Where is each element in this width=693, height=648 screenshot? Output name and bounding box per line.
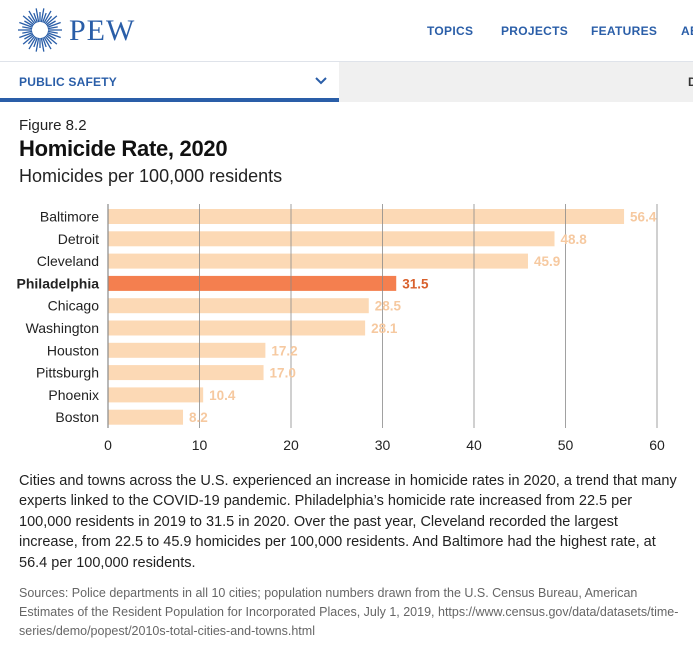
category-label: Cleveland [37, 253, 99, 269]
value-label: 48.8 [561, 232, 588, 247]
sunburst-ray [33, 12, 38, 23]
x-tick-label: 40 [466, 437, 482, 453]
sunburst-ray [22, 15, 35, 26]
value-label: 45.9 [534, 254, 560, 269]
sunburst-ray [43, 36, 52, 50]
x-tick-label: 20 [283, 437, 299, 453]
homicide-bar-chart: Baltimore 56.4 Detroit 48.8 Cleveland 45.9 Phi… [17, 204, 665, 453]
pew-logo[interactable]: PEW [16, 6, 135, 54]
sunburst-ray [47, 21, 61, 28]
section-dropdown[interactable]: PUBLIC SAFETY [0, 62, 339, 102]
x-tick-label: 0 [104, 437, 112, 453]
value-label: 17.2 [271, 343, 297, 358]
bar [108, 342, 266, 358]
value-label: 17.0 [270, 366, 296, 381]
chart-title: Homicide Rate, 2020 [19, 136, 228, 161]
logo-text: PEW [69, 14, 136, 47]
section-bar: PUBLIC SAFETY D [0, 62, 693, 102]
sunburst-ray [27, 15, 36, 25]
sunburst-ray [40, 37, 45, 52]
sunburst-ray [33, 37, 38, 48]
bar [108, 209, 625, 224]
nav-about[interactable]: AB [681, 24, 693, 38]
category-label: Philadelphia [17, 275, 100, 291]
value-label: 28.5 [375, 299, 402, 314]
value-label: 28.1 [371, 321, 398, 336]
bar [108, 409, 184, 425]
sunburst-ray [42, 12, 47, 23]
sunburst-ray [35, 37, 40, 52]
value-label: 56.4 [630, 210, 657, 225]
category-label: Detroit [58, 231, 99, 247]
bar [108, 275, 397, 291]
sunburst-ray [28, 10, 37, 24]
sunburst-ray [42, 37, 47, 48]
category-label: Washington [26, 320, 99, 336]
sunburst-ray [19, 21, 33, 28]
sunburst-ray [24, 20, 34, 27]
sunburst-ray [47, 26, 58, 30]
nav-projects[interactable]: PROJECTS [501, 24, 569, 38]
category-label: Pittsburgh [36, 365, 99, 381]
sunburst-ray [35, 8, 40, 23]
sunburst-ray [47, 30, 58, 34]
sunburst-ray [45, 15, 58, 26]
sunburst-ray [19, 32, 33, 39]
sunburst-ray [40, 8, 45, 23]
category-label: Houston [47, 342, 99, 358]
sunburst-ray [46, 33, 56, 40]
description-paragraph: Cities and towns across the U.S. experie… [19, 473, 677, 571]
bar [108, 231, 555, 247]
sunburst-ray [44, 35, 53, 45]
site-header: PEW TOPICS PROJECTS FEATURES AB [0, 0, 693, 62]
category-label: Chicago [48, 298, 100, 314]
section-label: PUBLIC SAFETY [19, 75, 117, 89]
figure-number: Figure 8.2 [19, 117, 87, 134]
main-nav: TOPICS PROJECTS FEATURES AB [0, 24, 693, 40]
sunburst-ray [44, 15, 53, 25]
sunburst-ray [22, 26, 33, 30]
x-tick-label: 60 [649, 437, 665, 453]
sunburst-ray [27, 35, 36, 45]
x-tick-label: 30 [375, 437, 391, 453]
sunburst-icon [18, 8, 62, 52]
category-label: Phoenix [48, 387, 99, 403]
value-label: 8.2 [189, 410, 208, 425]
sunburst-ray [47, 32, 61, 39]
bar [108, 320, 366, 336]
nav-features[interactable]: FEATURES [591, 24, 658, 38]
sunburst-ray [22, 30, 33, 34]
sunburst-ray [46, 20, 56, 27]
value-label: 10.4 [209, 388, 236, 403]
chart-subtitle: Homicides per 100,000 residents [19, 166, 283, 186]
bar [108, 365, 264, 381]
sunburst-ray [28, 36, 37, 50]
chevron-down-icon [315, 77, 327, 85]
bar [108, 253, 528, 269]
sunburst-ray [43, 10, 52, 24]
section-bar-right-label[interactable]: D [688, 75, 693, 89]
sources-note: Sources: Police departments in all 10 ci… [19, 586, 679, 638]
value-label: 31.5 [402, 276, 429, 291]
sunburst-ray [24, 33, 34, 40]
nav-topics[interactable]: TOPICS [427, 24, 474, 38]
sunburst-ray [22, 34, 35, 45]
bar [108, 298, 369, 314]
category-label: Boston [55, 409, 99, 425]
category-label: Baltimore [40, 209, 99, 225]
x-tick-label: 50 [558, 437, 574, 453]
x-tick-label: 10 [192, 437, 208, 453]
sunburst-ray [45, 34, 58, 45]
bar [108, 387, 204, 403]
section-bar-right [339, 62, 693, 102]
